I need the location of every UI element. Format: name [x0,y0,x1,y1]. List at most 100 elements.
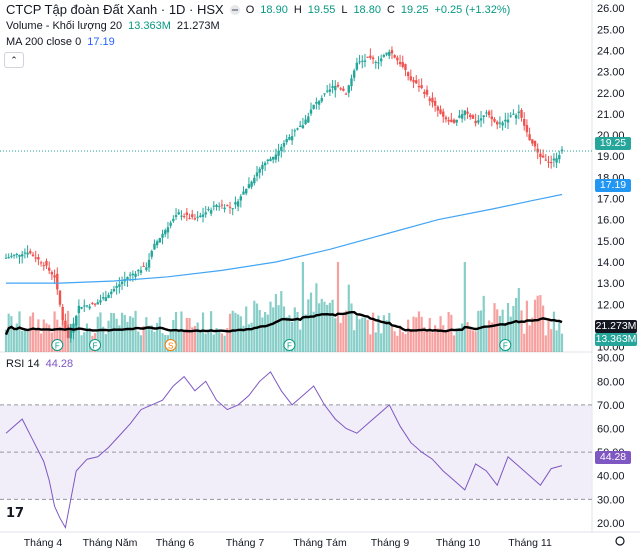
candle-body [379,58,383,62]
candle-body [101,297,105,299]
candle-body [85,305,89,307]
rsi-line [5,371,563,530]
candle-body [34,257,37,259]
event-marker [164,339,177,351]
candle-body [396,57,399,61]
candle-body [158,238,162,243]
candle-body [91,302,94,304]
volume-bar [434,325,437,352]
ma-legend[interactable]: MA 200 close 0 17.19 [6,36,115,48]
candle-body [336,84,340,87]
candle-body [382,54,386,57]
candle-body [541,155,545,158]
ma-label: MA 200 close 0 [6,36,82,48]
candle-body [191,214,194,218]
volume-bar [201,312,205,352]
volume-bar [212,334,215,352]
volume-bar [477,310,480,352]
candle-body [193,218,197,220]
volume-bar [234,312,237,352]
candle-body [493,118,496,122]
rsi-tick-label: 80.00 [597,376,625,388]
candle-body [463,110,467,115]
candle-body [269,158,272,162]
volume-bar [290,321,294,352]
volume-bar [83,332,86,352]
candle-body [209,210,213,214]
volume-bar [137,331,140,352]
candle-body [355,62,359,70]
volume-bar [380,333,383,352]
candle-body [406,72,410,77]
candle-body [126,276,129,280]
candle-body [196,216,199,218]
candle-body [304,119,307,125]
volume-ma-line [4,311,563,336]
candle-body [523,118,526,126]
symbol-legend: CTCP Tập đoàn Đất Xanh · 1D · HSX O 18.90… [6,2,510,17]
time-tick-label: Tháng 9 [371,537,410,549]
candle-body [142,266,145,268]
volume-bar [326,304,329,352]
candle-body [29,251,32,254]
candle-body [58,290,62,305]
candle-body [139,270,143,273]
candle-body [331,86,334,88]
candle-body [509,115,512,117]
rsi-value: 44.28 [45,358,74,370]
candle-body [15,253,18,255]
candle-body [53,275,56,278]
candle-body [477,120,480,123]
volume-bar [156,322,159,352]
volume-bar [547,318,550,352]
symbol-status-icon [229,4,240,15]
volume-bar [161,333,164,352]
candle-body [199,215,202,218]
candle-body [415,80,418,84]
volume-bar [150,325,153,352]
volume-bar [123,314,126,352]
candle-body [7,257,10,259]
candle-body [498,122,502,124]
price-tick-label: 21.00 [597,109,625,121]
candle-body [201,214,205,217]
volume-bar [307,299,310,352]
volume-bar [180,311,183,352]
volume-bar [196,322,199,352]
rsi-legend[interactable]: RSI 14 44.28 [6,358,73,370]
volume-bar [471,330,475,352]
price-tick-label: 14.00 [597,257,625,269]
volume-bar [218,330,221,352]
volume-bar [342,312,345,352]
volume-bar [282,306,286,352]
volume-bar [239,316,242,352]
candle-body [358,61,361,63]
volume-bar [145,317,148,352]
candle-body [266,159,270,161]
volume-bar [539,295,542,352]
volume-bar [215,328,218,352]
volume-bar [444,331,448,352]
volume-bar [85,323,89,352]
candle-body [45,260,48,266]
candle-body [288,137,291,140]
collapse-legend-button[interactable]: ⌃ [4,52,24,68]
volume-bar [328,302,331,352]
volume-bar [377,315,380,352]
volume-bar [504,322,507,352]
candle-body [88,306,91,309]
volume-bar [96,316,99,352]
volume-legend[interactable]: Volume - Khối lượng 20 13.363M 21.273M [6,20,220,32]
candle-body [285,139,288,143]
time-tick-label: Tháng 11 [508,537,552,549]
candle-body [460,114,464,119]
volume-bar [401,332,404,352]
volume-bar [53,311,56,352]
event-marker-label: S [168,342,173,351]
candle-body [312,104,315,109]
symbol-title[interactable]: CTCP Tập đoàn Đất Xanh · 1D · HSX [6,2,224,17]
price-tick-label: 16.00 [597,215,625,227]
tradingview-logo[interactable]: 17 [6,506,25,521]
volume-bar [425,331,429,352]
candle-body [166,227,170,233]
